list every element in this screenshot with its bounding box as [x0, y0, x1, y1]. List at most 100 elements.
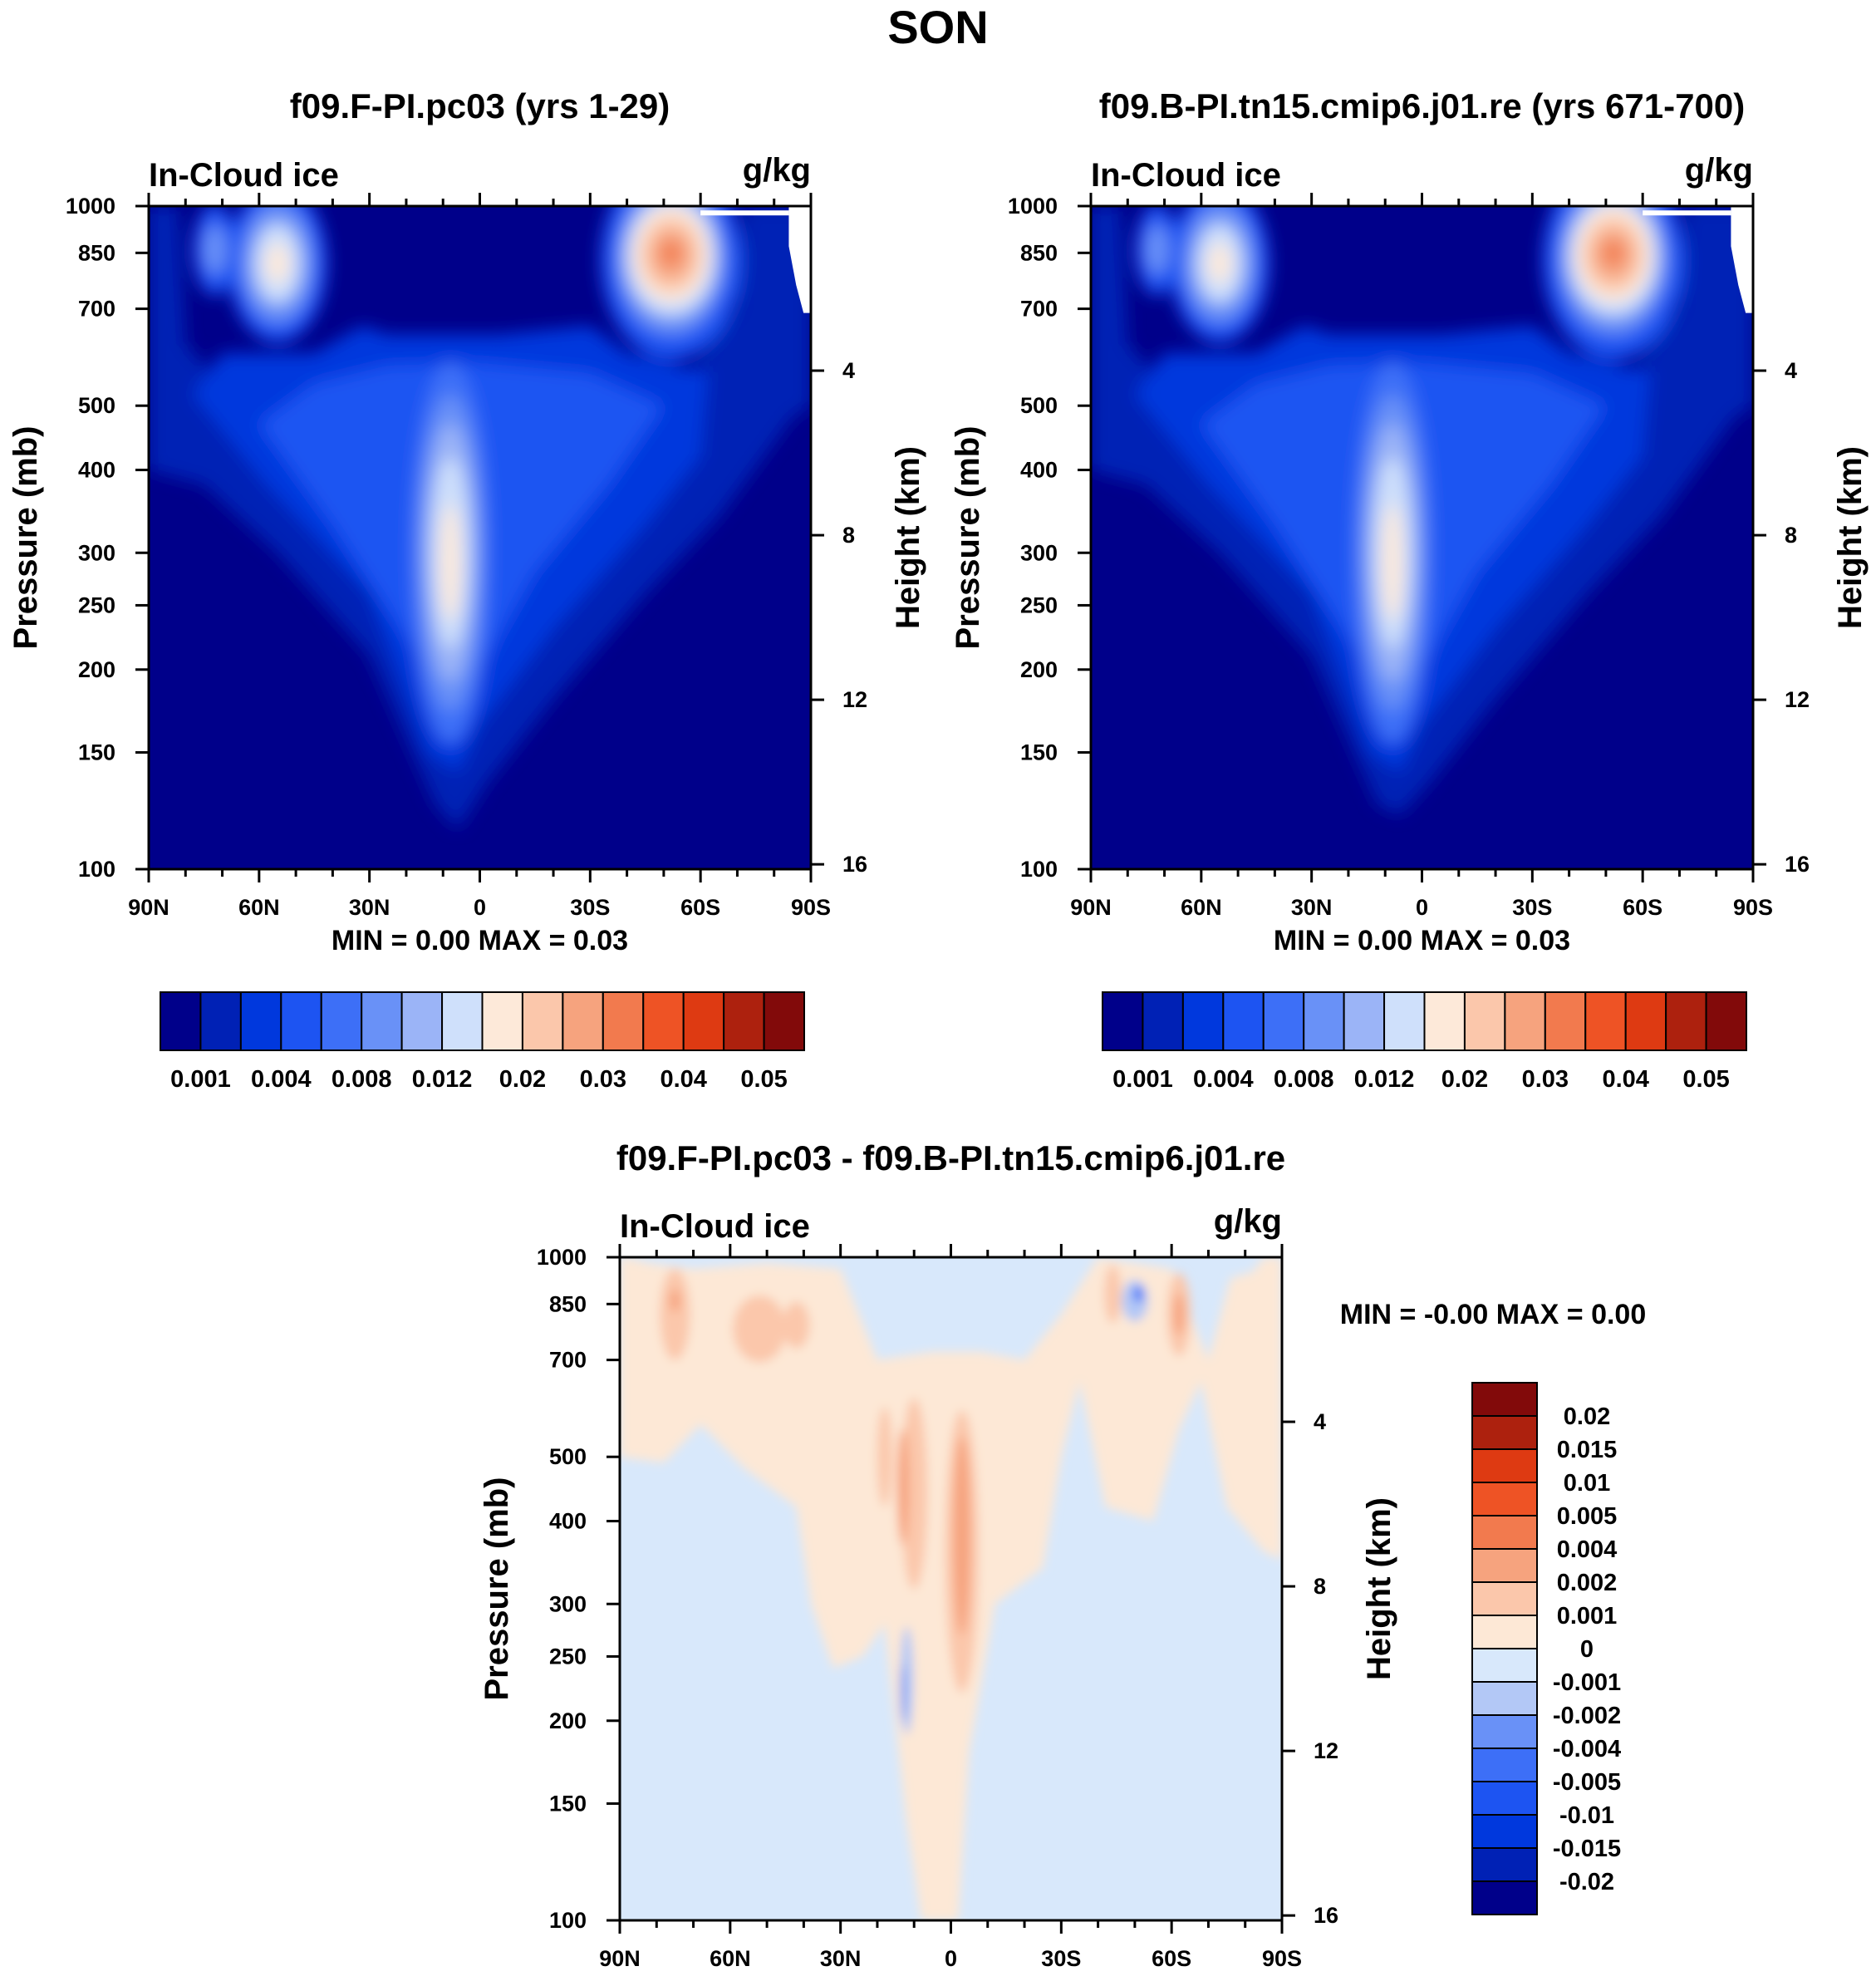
pos-nh-3 [733, 1295, 787, 1363]
y-tick-label: 300 [549, 1591, 587, 1616]
sh-lowcloud-11 [661, 241, 681, 265]
y-tick-label: 400 [1020, 458, 1058, 483]
panel-coupled-run: 90N 60N 30N 0 30S 60S 90S 100 150 200 250 300 400 500… [950, 86, 1869, 1093]
y-right-tick-label: 4 [842, 358, 855, 383]
colorbar-label: 0.02 [1564, 1403, 1610, 1430]
colorbar-label: -0.005 [1553, 1769, 1621, 1796]
colorbar-label: 0.004 [1557, 1536, 1618, 1563]
x-tick-label: 90S [1733, 895, 1773, 920]
colorbar-label: 0.012 [1354, 1066, 1415, 1093]
y-tick-label: 500 [1020, 393, 1058, 418]
stats-label: MIN = 0.00 MAX = 0.03 [1274, 925, 1570, 956]
colorbar-label: 0.02 [1441, 1066, 1488, 1093]
y-tick-label: 500 [78, 393, 115, 418]
y-axis-label-right: Height (km) [1832, 446, 1869, 629]
colorbar-box [723, 991, 765, 1051]
colorbar-box [1624, 991, 1667, 1051]
y-tick-label: 1000 [66, 194, 115, 219]
panel-title: f09.F-PI.pc03 - f09.B-PI.tn15.cmip6.j01.… [616, 1138, 1285, 1177]
neg-sh-1 [1121, 1280, 1148, 1322]
y-tick-label: 200 [1020, 657, 1058, 682]
missing-data-strip [700, 210, 789, 216]
x-tick-label: 60S [680, 895, 720, 920]
colorbar-box [1471, 1814, 1538, 1849]
x-tick-label: 0 [474, 895, 486, 920]
neg-sh-2 [1133, 1285, 1144, 1303]
colorbar: 0.001 0.004 0.008 0.012 0.02 0.03 0.04 0.05 [1102, 991, 1747, 1093]
y-tick-label: 200 [549, 1708, 587, 1733]
x-tick-label: 30S [1041, 1946, 1081, 1971]
colorbar-box [1471, 1548, 1538, 1583]
field-label: In-Cloud ice [620, 1208, 810, 1245]
tropical-core-8 [440, 504, 461, 622]
units-label: g/kg [1214, 1203, 1282, 1240]
colorbar-box [682, 991, 725, 1051]
colorbar-box [1705, 991, 1747, 1051]
x-tick-label: 30S [1512, 895, 1552, 920]
x-tick-label: 30S [570, 895, 610, 920]
colorbar-box [1544, 991, 1587, 1051]
colorbar-box [1471, 1581, 1538, 1616]
y-axis-label-right: Height (km) [1361, 1497, 1397, 1680]
y-axis-label: Pressure (mb) [950, 426, 986, 650]
colorbar-box [521, 991, 564, 1051]
stats-label: MIN = 0.00 MAX = 0.03 [331, 925, 628, 956]
colorbar-box [1471, 1847, 1538, 1882]
colorbar-label: -0.001 [1553, 1669, 1621, 1696]
colorbar-box [400, 991, 444, 1051]
colorbar-box [1471, 1515, 1538, 1550]
colorbar-label: 0.001 [1112, 1066, 1173, 1093]
colorbar-box [1471, 1748, 1538, 1782]
y-right-tick-label: 8 [842, 523, 855, 548]
y-tick-label: 700 [1020, 297, 1058, 322]
colorbar-box [361, 991, 403, 1051]
y-tick-label: 250 [549, 1644, 587, 1669]
y-right-tick-label: 16 [1785, 852, 1810, 877]
colorbar-box [160, 991, 202, 1051]
colorbar-label: 0.002 [1557, 1570, 1618, 1596]
y-tick-label: 850 [78, 240, 115, 265]
colorbar-box [1262, 991, 1305, 1051]
nh-lowcloud-8 [265, 243, 289, 283]
x-tick-label: 30N [820, 1946, 862, 1971]
colorbar-label: 0.008 [1274, 1066, 1334, 1093]
colorbar-box [1181, 991, 1225, 1051]
neg-trop-aloft-2 [900, 1664, 906, 1723]
colorbar-label: -0.01 [1559, 1802, 1614, 1829]
y-tick-label: 100 [1020, 857, 1058, 882]
colorbar-label: 0.005 [1557, 1503, 1618, 1530]
colorbar-label: 0.05 [1682, 1066, 1729, 1093]
x-tick-label: 0 [945, 1946, 957, 1971]
y-right-tick-label: 8 [1785, 523, 1797, 548]
x-tick-label: 90N [1070, 895, 1112, 920]
missing-data-strip [1643, 210, 1731, 216]
colorbar-box [239, 991, 282, 1051]
missing-data [788, 206, 811, 313]
field-label: In-Cloud ice [149, 157, 339, 194]
colorbar-label: 0 [1580, 1636, 1594, 1663]
colorbar-label: 0.015 [1557, 1437, 1618, 1463]
panel-control-run: 90N 60N 30N 0 30S 60S 90S 100 150 200 250 300 400 500… [7, 86, 926, 1093]
pos-nh-1 [660, 1268, 690, 1360]
colorbar-box [320, 991, 363, 1051]
pos-nh-4 [783, 1301, 810, 1349]
y-tick-label: 300 [78, 540, 115, 565]
colorbar-box [562, 991, 604, 1051]
x-tick-label: 90N [128, 895, 169, 920]
colorbar-label: 0.03 [580, 1066, 626, 1093]
nh-lowcloud-8 [1207, 243, 1231, 283]
colorbar: 0.001 0.004 0.008 0.012 0.02 0.03 0.04 0.05 [160, 991, 805, 1093]
x-tick-label: 60N [1181, 895, 1222, 920]
x-tick-label: 60S [1623, 895, 1662, 920]
colorbar-label: -0.015 [1553, 1836, 1621, 1862]
y-tick-label: 500 [549, 1444, 587, 1469]
y-tick-label: 250 [1020, 592, 1058, 617]
y-right-tick-label: 16 [1314, 1903, 1338, 1928]
colorbar-label: -0.004 [1553, 1736, 1621, 1762]
y-tick-label: 850 [1020, 240, 1058, 265]
colorbar-label: 0.02 [499, 1066, 546, 1093]
y-tick-label: 250 [78, 592, 115, 617]
colorbar-box [199, 991, 242, 1051]
x-tick-label: 90S [1262, 1946, 1302, 1971]
